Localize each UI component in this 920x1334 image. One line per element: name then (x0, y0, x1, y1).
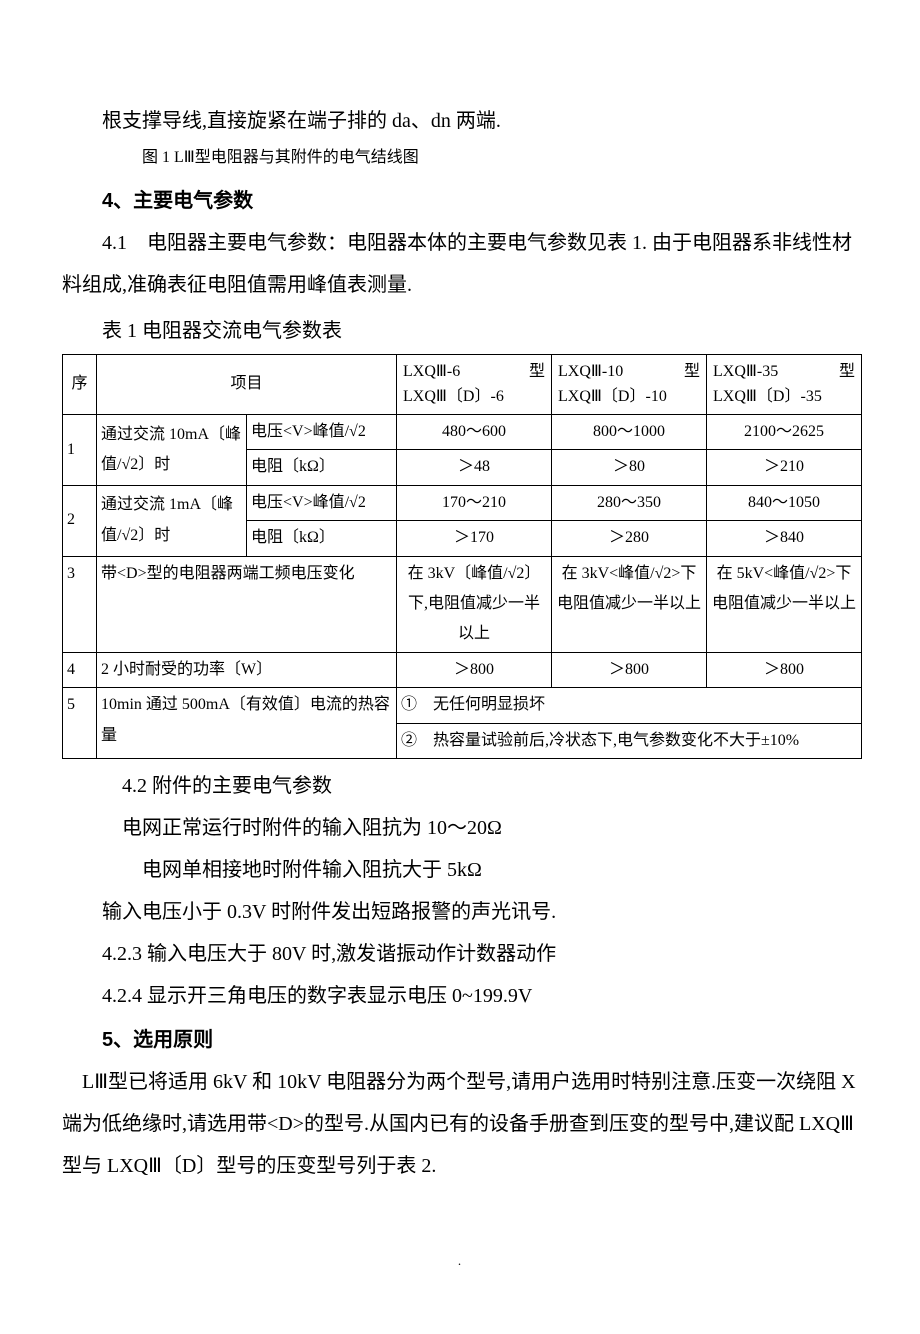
cell-val: 170～210 (397, 485, 552, 520)
table-row: 1 通过交流 10mA〔峰值/√2〕时 电压<V>峰值/√2 480～600 8… (63, 415, 862, 450)
cell-param: 电压<V>峰值/√2 (247, 485, 397, 520)
model-6-side: 型 (529, 357, 545, 387)
cell-seq: 4 (63, 652, 97, 687)
cell-val: 2100～2625 (707, 415, 862, 450)
table-row: 3 带<D>型的电阻器两端工频电压变化 在 3kV〔峰值/√2〕下,电阻值减少一… (63, 556, 862, 652)
table-row: 2 通过交流 1mA〔峰值/√2〕时 电压<V>峰值/√2 170～210 28… (63, 485, 862, 520)
para-4-2-4: 4.2.4 显示开三角电压的数字表显示电压 0~199.9V (62, 975, 858, 1017)
intro-line: 根支撑导线,直接旋紧在端子排的 da、dn 两端. (62, 100, 858, 142)
cell-merged: ① 无任何明显损坏 (397, 688, 862, 723)
para-4-2-3: 4.2.3 输入电压大于 80V 时,激发谐振动作计数器动作 (62, 933, 858, 975)
th-seq: 序 (63, 355, 97, 415)
table-row: 5 10min 通过 500mA〔有效值〕电流的热容量 ① 无任何明显损坏 (63, 688, 862, 723)
cell-val: ＞800 (397, 652, 552, 687)
cell-val: ＞80 (552, 450, 707, 485)
para-4-1: 4.1 电阻器主要电气参数：电阻器本体的主要电气参数见表 1. 由于电阻器系非线… (62, 222, 858, 306)
cell-val: 800～1000 (552, 415, 707, 450)
th-model-6: LXQⅢ-6 型 LXQⅢ〔D〕-6 (397, 355, 552, 415)
cell-item: 2 小时耐受的功率〔W〕 (97, 652, 397, 687)
cell-param: 电压<V>峰值/√2 (247, 415, 397, 450)
section-4-2-heading: 4.2 附件的主要电气参数 (62, 765, 858, 807)
model-10-side: 型 (684, 357, 700, 387)
model-10-bot: LXQⅢ〔D〕-10 (558, 382, 667, 412)
cell-val: ＞210 (707, 450, 862, 485)
table-row: 4 2 小时耐受的功率〔W〕 ＞800 ＞800 ＞800 (63, 652, 862, 687)
cell-val: 480～600 (397, 415, 552, 450)
cell-val: 280～350 (552, 485, 707, 520)
cell-val: ＞170 (397, 521, 552, 556)
cell-seq: 1 (63, 415, 97, 486)
cell-item: 10min 通过 500mA〔有效值〕电流的热容量 (97, 688, 397, 759)
cell-val: 在 3kV〔峰值/√2〕下,电阻值减少一半以上 (397, 556, 552, 652)
model-35-bot: LXQⅢ〔D〕-35 (713, 382, 822, 412)
cell-seq: 2 (63, 485, 97, 556)
table-1-title: 表 1 电阻器交流电气参数表 (62, 310, 858, 352)
para-4-2-c: 输入电压小于 0.3V 时附件发出短路报警的声光讯号. (62, 891, 858, 933)
model-35-side: 型 (839, 357, 855, 387)
cell-merged: ② 热容量试验前后,冷状态下,电气参数变化不大于±10% (397, 723, 862, 758)
cell-val: 840～1050 (707, 485, 862, 520)
th-item: 项目 (97, 355, 397, 415)
para-4-2-b: 电网单相接地时附件输入阻抗大于 5kΩ (62, 849, 858, 891)
figure-1-caption: 图 1 LⅢ型电阻器与其附件的电气结线图 (62, 142, 858, 174)
cell-item: 通过交流 10mA〔峰值/√2〕时 (97, 415, 247, 486)
cell-val: ＞800 (552, 652, 707, 687)
resistor-params-table: 序 项目 LXQⅢ-6 型 LXQⅢ〔D〕-6 LXQⅢ-10 型 LXQⅢ〔D… (62, 354, 862, 759)
cell-val: ＞48 (397, 450, 552, 485)
cell-val: ＞800 (707, 652, 862, 687)
section-4-heading: 4、主要电气参数 (62, 180, 858, 222)
section-5-heading: 5、选用原则 (62, 1019, 858, 1061)
cell-val: 在 3kV<峰值/√2>下电阻值减少一半以上 (552, 556, 707, 652)
cell-param: 电阻〔kΩ〕 (247, 450, 397, 485)
table-header-row: 序 项目 LXQⅢ-6 型 LXQⅢ〔D〕-6 LXQⅢ-10 型 LXQⅢ〔D… (63, 355, 862, 415)
cell-val: ＞280 (552, 521, 707, 556)
cell-param: 电阻〔kΩ〕 (247, 521, 397, 556)
cell-val: 在 5kV<峰值/√2>下电阻值减少一半以上 (707, 556, 862, 652)
cell-val: ＞840 (707, 521, 862, 556)
para-4-2-a: 电网正常运行时附件的输入阻抗为 10～20Ω (62, 807, 858, 849)
th-model-35: LXQⅢ-35 型 LXQⅢ〔D〕-35 (707, 355, 862, 415)
th-model-10: LXQⅢ-10 型 LXQⅢ〔D〕-10 (552, 355, 707, 415)
cell-item: 通过交流 1mA〔峰值/√2〕时 (97, 485, 247, 556)
para-5: LⅢ型已将适用 6kV 和 10kV 电阻器分为两个型号,请用户选用时特别注意.… (62, 1061, 858, 1187)
cell-seq: 3 (63, 556, 97, 652)
page-footer: . (62, 1247, 858, 1274)
cell-seq: 5 (63, 688, 97, 759)
cell-item: 带<D>型的电阻器两端工频电压变化 (97, 556, 397, 652)
model-6-bot: LXQⅢ〔D〕-6 (403, 382, 504, 412)
